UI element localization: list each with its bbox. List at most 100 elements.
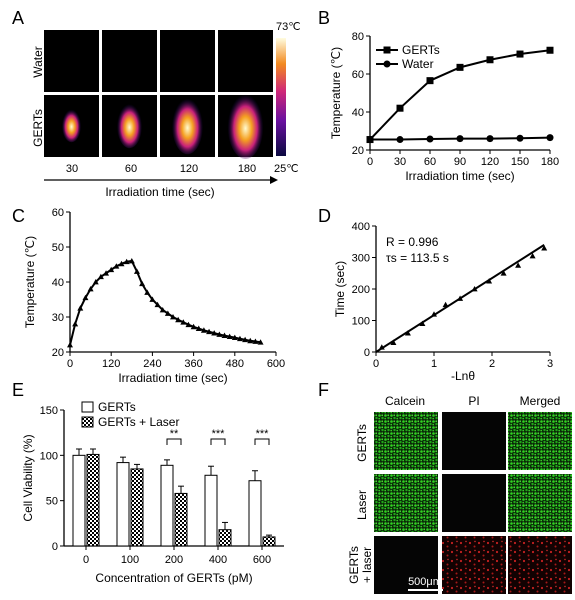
micro-tile-r2-c0 <box>374 536 438 594</box>
time-label-180: 180 <box>238 163 256 175</box>
data-point-circle <box>366 136 374 144</box>
data-point-square <box>396 104 404 112</box>
micro-tile-r1-c2 <box>508 474 572 532</box>
time-label-120: 120 <box>180 163 198 175</box>
bar-gerts <box>72 454 86 547</box>
x-axis-label: Irradiation time (sec) <box>118 371 227 385</box>
data-point-triangle <box>154 301 161 308</box>
panel-label-a: A <box>12 8 24 28</box>
data-point-triangle <box>500 270 507 276</box>
x-tick-label: 150 <box>511 156 529 168</box>
micro-tile-r0-c0 <box>374 412 438 470</box>
thermal-tile-water-1 <box>102 30 157 92</box>
data-point-triangle <box>200 327 207 333</box>
y-tick-label: 300 <box>352 253 370 265</box>
data-point-triangle <box>170 314 176 320</box>
x-tick-label: 180 <box>541 156 559 168</box>
bar-gerts-laser <box>262 536 276 547</box>
micro-tile-r0-c1 <box>442 412 506 470</box>
x-axis-label: -Lnθ <box>451 369 475 383</box>
data-point-triangle <box>252 338 259 344</box>
microscopy-image-grid <box>374 412 572 594</box>
data-point-square <box>456 63 464 71</box>
data-point-triangle <box>123 258 130 265</box>
y-tick-label: 100 <box>40 450 58 462</box>
annotation: τs = 113.5 s <box>386 251 449 265</box>
y-tick-label: 150 <box>40 405 58 417</box>
data-point-circle <box>486 135 494 143</box>
legend-marker <box>383 46 391 54</box>
thermal-tile-water-2 <box>160 30 215 92</box>
data-point-triangle <box>77 305 84 311</box>
chart-e-cell-viability: 0 50 100 150 Concentration of GERTs (pM) Cell… <box>21 400 284 585</box>
panel-a-xlabel: Irradiation time (sec) <box>105 185 214 199</box>
data-point-triangle <box>247 337 254 344</box>
y-tick-label: 30 <box>52 312 64 324</box>
data-point-triangle <box>133 268 140 274</box>
y-tick-label: 0 <box>52 541 58 553</box>
x-tick-label: 0 <box>83 554 89 566</box>
colorbar-min-label: 25℃ <box>274 163 299 175</box>
panel-label-f: F <box>318 380 329 400</box>
data-point-triangle <box>139 280 146 287</box>
thermal-image-grid <box>44 30 273 159</box>
legend-label: GERTs <box>402 43 440 57</box>
y-axis-label: Time (sec) <box>333 261 347 317</box>
x-tick-label: 90 <box>454 156 466 168</box>
data-point-triangle <box>486 278 493 284</box>
bar-gerts-laser <box>86 453 100 547</box>
row-label-f-gerts: GERTs <box>355 424 369 462</box>
data-point-triangle <box>541 245 548 251</box>
significance-bracket <box>254 438 270 446</box>
legend-label: GERTs <box>98 400 136 414</box>
data-point-triangle <box>164 310 171 316</box>
y-tick-label: 400 <box>352 221 370 233</box>
significance-bracket <box>210 438 226 446</box>
data-point-triangle <box>242 336 249 343</box>
significance-label: ** <box>170 428 179 440</box>
x-tick-label: 3 <box>547 358 553 370</box>
bar-gerts <box>160 464 174 547</box>
y-tick-label: 50 <box>46 496 58 508</box>
annotation: R = 0.996 <box>386 235 439 249</box>
micro-tile-r2-c2 <box>508 536 572 594</box>
data-point-triangle <box>226 333 233 339</box>
x-axis-label: Irradiation time (sec) <box>405 169 514 183</box>
panel-label-d: D <box>318 206 331 226</box>
bar-gerts-laser <box>130 468 144 547</box>
colorbar-max-label: 73℃ <box>276 21 301 33</box>
legend-swatch <box>81 401 94 413</box>
data-point-circle <box>546 134 554 142</box>
col-label-calcein: Calcein <box>385 394 425 408</box>
data-point-triangle <box>180 319 187 325</box>
data-point-triangle <box>144 289 151 295</box>
heat-spot-0 <box>61 107 82 143</box>
thermal-tile-water-0 <box>44 30 99 92</box>
x-tick-label: 600 <box>267 358 285 370</box>
row-label-water: Water <box>31 46 45 78</box>
data-point-triangle <box>87 286 94 292</box>
x-tick-label: 2 <box>489 358 495 370</box>
y-tick-label: 200 <box>352 284 370 296</box>
time-arrow-head <box>270 176 278 184</box>
panel-label-c: C <box>12 206 25 226</box>
time-label-30: 30 <box>66 163 78 175</box>
data-point-triangle <box>457 295 464 301</box>
data-point-circle <box>426 135 434 143</box>
x-tick-label: 200 <box>165 554 183 566</box>
data-point-triangle <box>128 258 135 264</box>
y-axis-label: Cell Viability (%) <box>21 434 35 521</box>
y-tick-label: 60 <box>52 207 64 219</box>
x-tick-label: 240 <box>143 358 161 370</box>
data-point-triangle <box>108 266 115 273</box>
bar-gerts-laser <box>174 492 188 547</box>
data-point-triangle <box>92 279 99 285</box>
significance-label: *** <box>256 428 270 440</box>
y-tick-label: 0 <box>364 347 370 359</box>
x-tick-label: 100 <box>121 554 139 566</box>
bar-gerts-laser <box>218 529 232 547</box>
col-label-pi: PI <box>468 394 479 408</box>
x-tick-label: 120 <box>481 156 499 168</box>
bar-gerts <box>116 462 130 547</box>
y-tick-label: 60 <box>352 69 364 81</box>
